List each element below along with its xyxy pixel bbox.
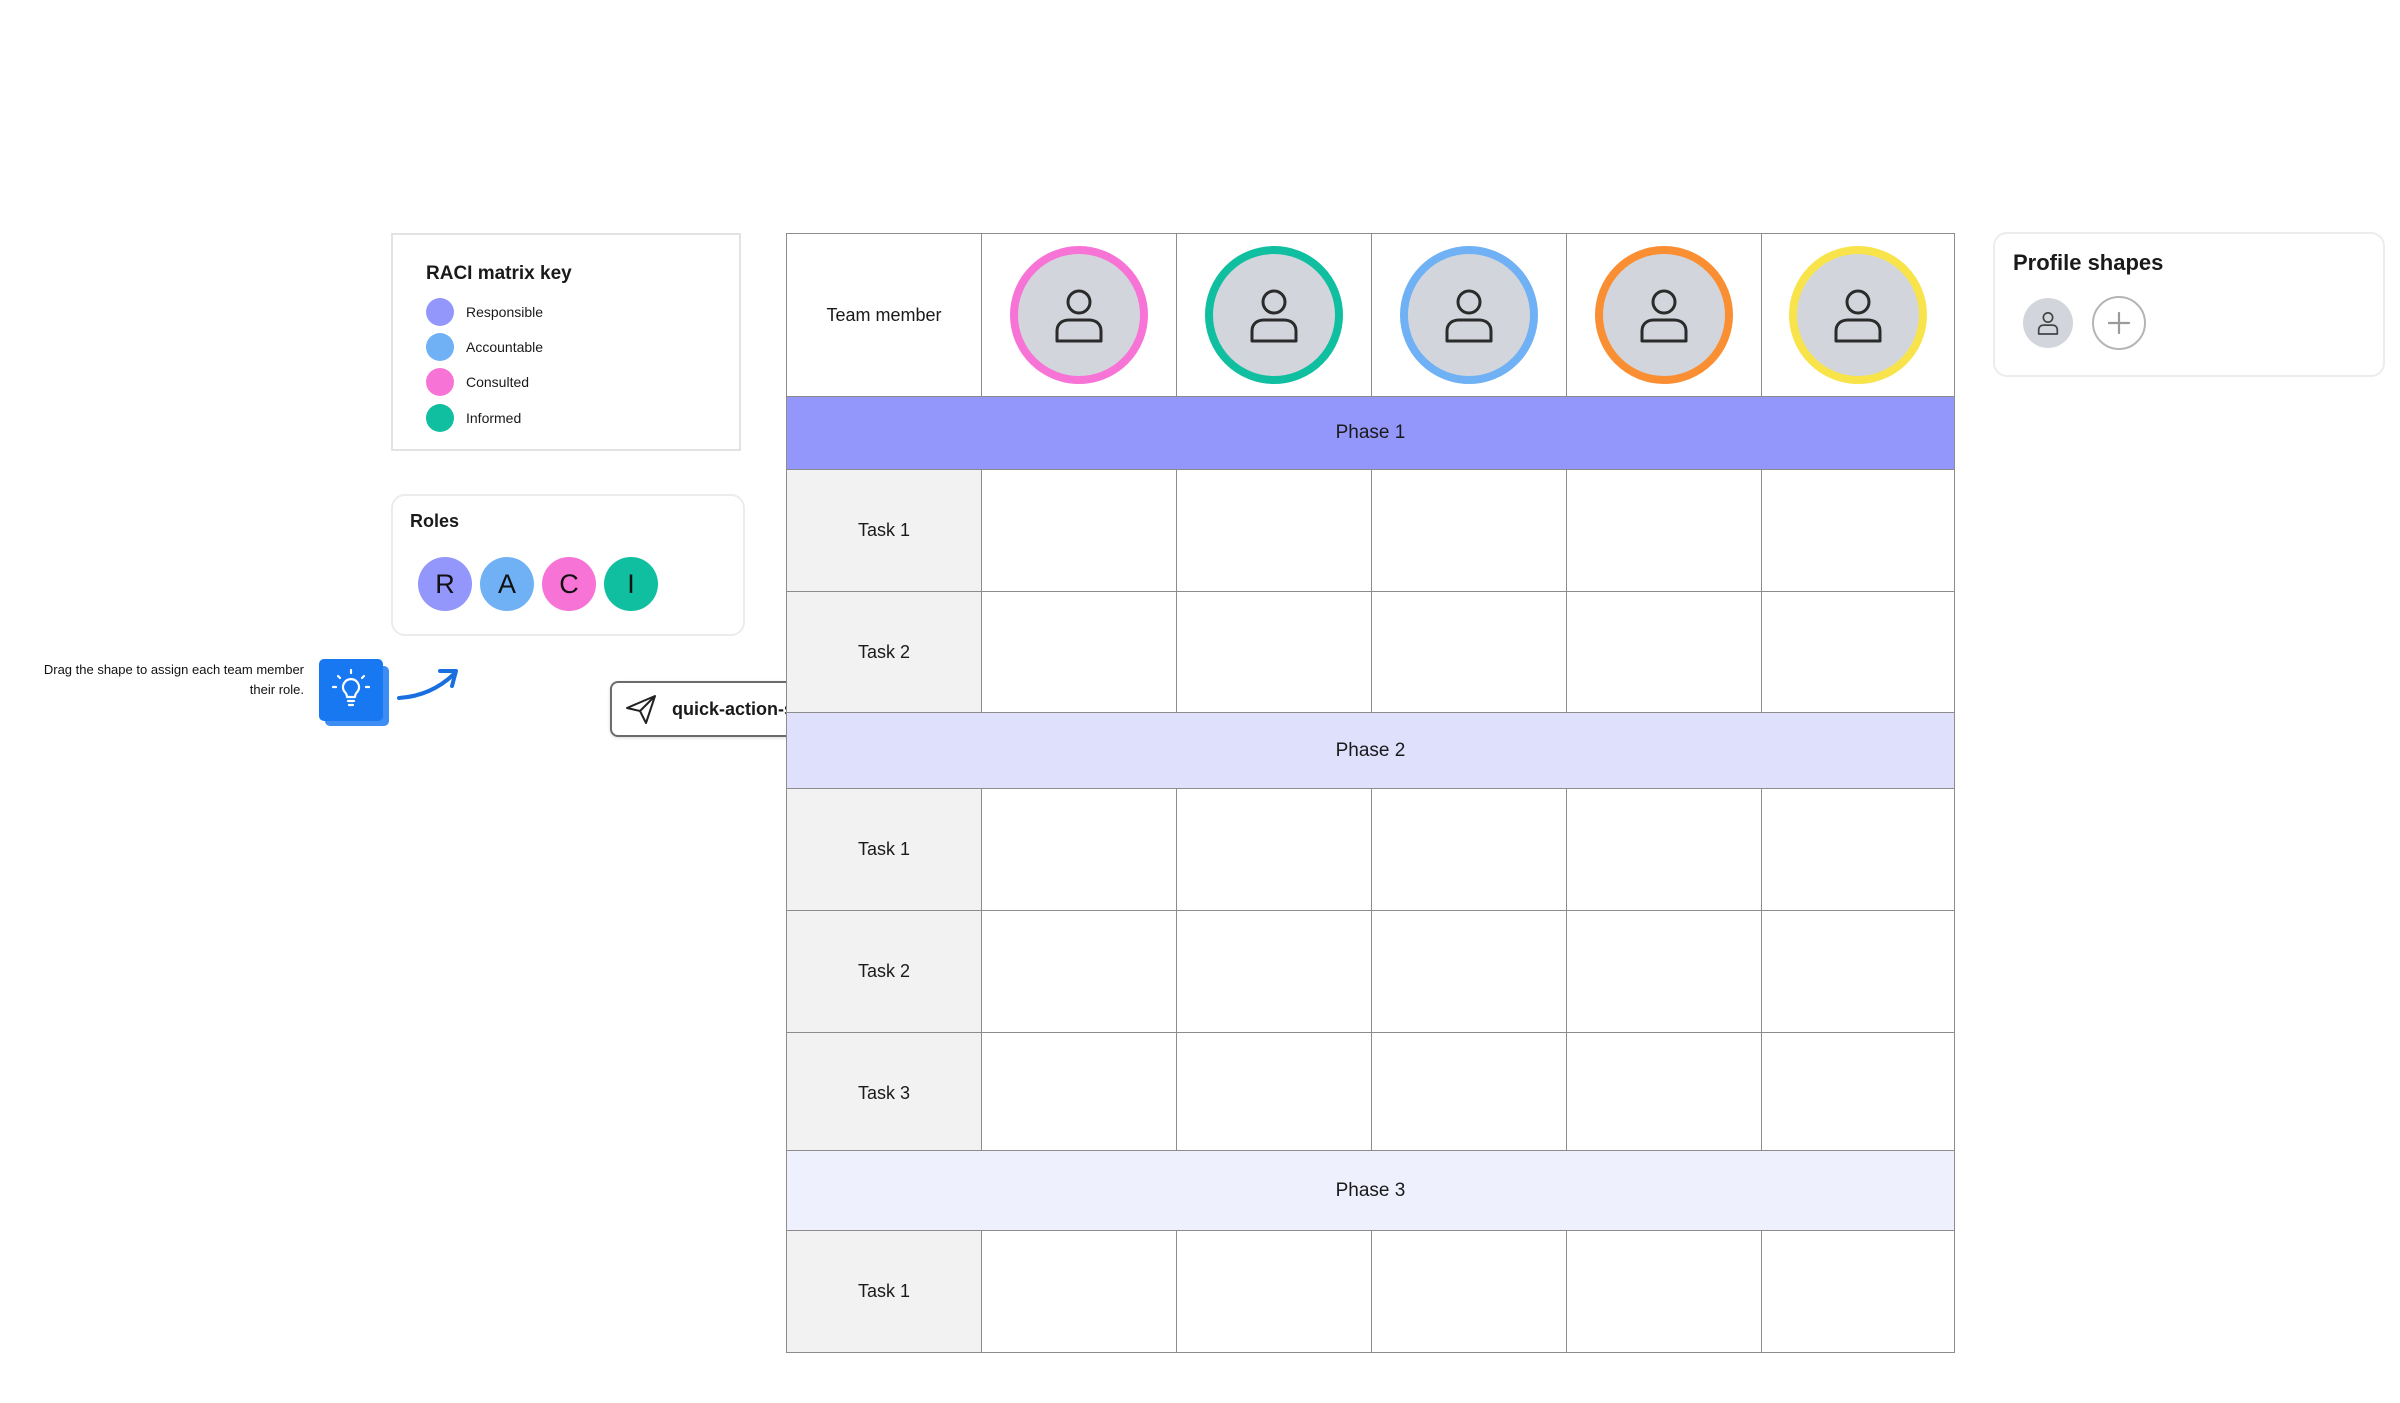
assignment-cell[interactable] (981, 469, 1177, 592)
member-cell-5 (1761, 233, 1955, 397)
task-label: Task 1 (786, 469, 982, 592)
assignment-cell[interactable] (1371, 910, 1567, 1033)
team-member-header: Team member (786, 233, 982, 397)
key-item-label: Accountable (466, 339, 544, 355)
key-item-responsible: Responsible (426, 297, 543, 327)
roles-card: Roles R A C I (391, 494, 745, 636)
member-cell-3 (1371, 233, 1567, 397)
consulted-dot (426, 368, 454, 396)
user-icon (1055, 289, 1103, 343)
assignment-cell[interactable] (1761, 788, 1955, 911)
paper-plane-icon (624, 692, 658, 726)
roles-title: Roles (410, 511, 460, 531)
member-avatar[interactable] (1010, 246, 1148, 384)
key-item-accountable: Accountable (426, 332, 543, 362)
member-avatar[interactable] (1595, 246, 1733, 384)
responsible-dot (426, 298, 454, 326)
task-label: Task 1 (786, 788, 982, 911)
member-cell-1 (981, 233, 1177, 397)
user-icon (1640, 289, 1688, 343)
user-icon (1834, 289, 1882, 343)
member-cell-4 (1566, 233, 1762, 397)
assignment-cell[interactable] (981, 788, 1177, 911)
assignment-cell[interactable] (1176, 591, 1372, 714)
assignment-cell[interactable] (1566, 469, 1762, 592)
role-chip-c[interactable]: C (542, 557, 596, 611)
accountable-dot (426, 333, 454, 361)
role-chip-r[interactable]: R (418, 557, 472, 611)
assignment-cell[interactable] (1566, 1032, 1762, 1155)
add-profile-button[interactable] (2092, 296, 2146, 350)
profile-shapes-title: Profile shapes (2013, 250, 2164, 275)
plus-icon (2107, 311, 2131, 335)
assignment-cell[interactable] (1371, 469, 1567, 592)
assignment-cell[interactable] (981, 910, 1177, 1033)
key-item-consulted: Consulted (426, 367, 529, 397)
assignment-cell[interactable] (1566, 591, 1762, 714)
assignment-cell[interactable] (1176, 1032, 1372, 1155)
assignment-cell[interactable] (1176, 469, 1372, 592)
user-icon (1445, 289, 1493, 343)
profile-avatar-shape[interactable] (2023, 298, 2073, 348)
assignment-cell[interactable] (1761, 469, 1955, 592)
assignment-cell[interactable] (1566, 788, 1762, 911)
assignment-cell[interactable] (1176, 1230, 1372, 1353)
raci-key-card: RACI matrix key Responsible Accountable … (391, 233, 741, 451)
assignment-cell[interactable] (1761, 910, 1955, 1033)
assignment-cell[interactable] (1371, 591, 1567, 714)
assignment-cell[interactable] (1566, 910, 1762, 1033)
task-label: Task 1 (786, 1230, 982, 1353)
key-item-label: Responsible (466, 304, 544, 320)
assignment-cell[interactable] (981, 591, 1177, 714)
assignment-cell[interactable] (981, 1032, 1177, 1155)
user-icon (2037, 312, 2059, 335)
member-avatar[interactable] (1205, 246, 1343, 384)
role-chip-a[interactable]: A (480, 557, 534, 611)
assignment-cell[interactable] (1371, 1032, 1567, 1155)
assignment-cell[interactable] (1176, 910, 1372, 1033)
assignment-cell[interactable] (1761, 1032, 1955, 1155)
profile-shapes-card: Profile shapes (1993, 232, 2385, 377)
assignment-cell[interactable] (1371, 788, 1567, 911)
arrow-icon (396, 662, 462, 704)
assignment-cell[interactable] (1566, 1230, 1762, 1353)
key-item-label: Consulted (466, 374, 530, 390)
lightbulb-icon (317, 656, 393, 728)
member-avatar[interactable] (1789, 246, 1927, 384)
member-cell-2 (1176, 233, 1372, 397)
member-avatar[interactable] (1400, 246, 1538, 384)
key-item-informed: Informed (426, 403, 521, 433)
phase-row: Phase 3 (786, 1150, 1955, 1231)
assignment-cell[interactable] (1176, 788, 1372, 911)
task-label: Task 2 (786, 591, 982, 714)
phase-row: Phase 1 (786, 396, 1955, 470)
key-item-label: Informed (466, 410, 522, 426)
raci-matrix: Team member Phase 1 Task 1 Task 2 Phase 2… (786, 233, 1955, 1353)
role-chip-i[interactable]: I (604, 557, 658, 611)
raci-key-title: RACI matrix key (426, 263, 572, 284)
phase-row: Phase 2 (786, 712, 1955, 789)
user-icon (1250, 289, 1298, 343)
drag-hint-text: Drag the shape to assign each team membe… (43, 662, 304, 697)
assignment-cell[interactable] (981, 1230, 1177, 1353)
assignment-cell[interactable] (1761, 591, 1955, 714)
informed-dot (426, 404, 454, 432)
assignment-cell[interactable] (1761, 1230, 1955, 1353)
task-label: Task 2 (786, 910, 982, 1033)
assignment-cell[interactable] (1371, 1230, 1567, 1353)
task-label: Task 3 (786, 1032, 982, 1155)
